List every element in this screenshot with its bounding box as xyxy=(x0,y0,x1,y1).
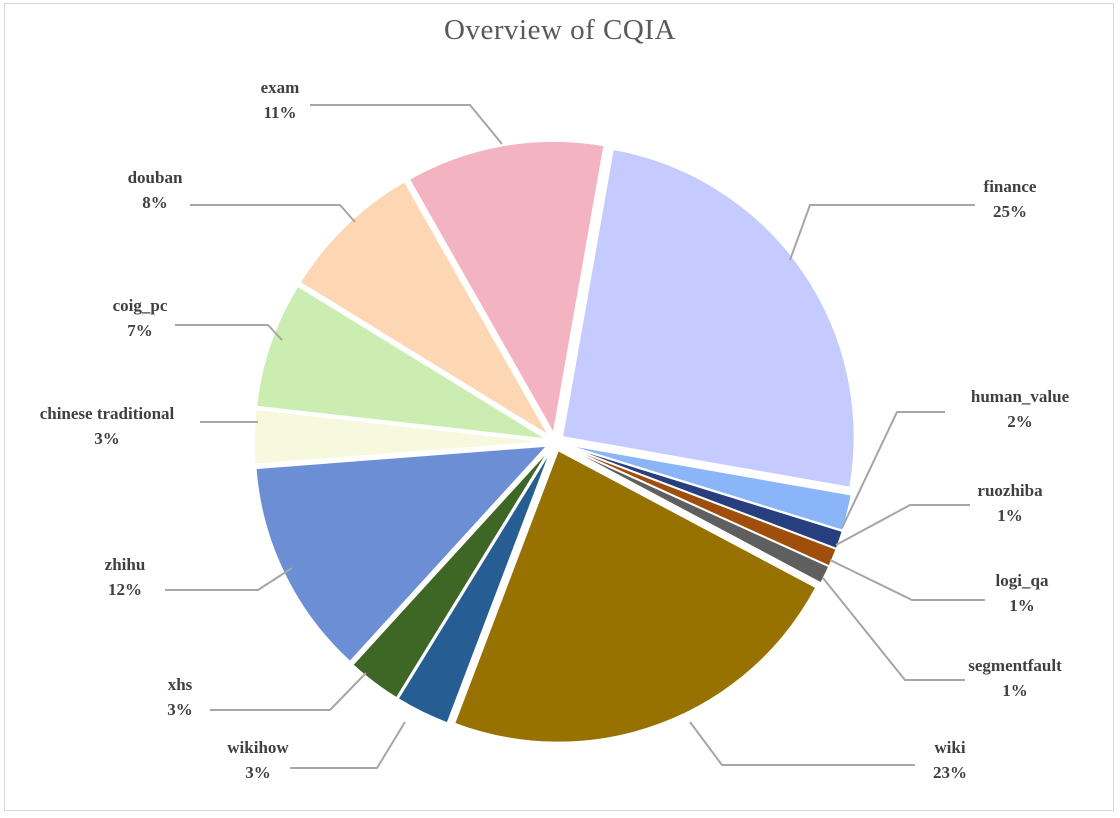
leader-line xyxy=(165,567,293,591)
data-label-percent: 8% xyxy=(142,193,168,212)
pie-slice-wiki xyxy=(453,449,818,744)
data-label-percent: 3% xyxy=(245,763,271,782)
chart-title: Overview of CQIA xyxy=(444,14,676,46)
leader-line xyxy=(290,721,406,769)
data-label-percent: 1% xyxy=(1002,681,1028,700)
pie-slice-finance xyxy=(561,148,856,489)
data-label-name: ruozhiba xyxy=(977,481,1043,500)
data-label-percent: 1% xyxy=(997,506,1023,525)
data-label-name: logi_qa xyxy=(996,571,1049,590)
data-label-name: wikihow xyxy=(227,738,289,757)
data-label-name: zhihu xyxy=(105,555,146,574)
leader-line xyxy=(789,204,975,261)
data-label-percent: 12% xyxy=(108,580,142,599)
data-label-name: wiki xyxy=(934,738,965,757)
leader-line xyxy=(175,324,283,341)
data-label-percent: 25% xyxy=(993,202,1027,221)
leader-line xyxy=(829,559,985,601)
leader-line xyxy=(210,672,367,711)
pie-slice-human-value xyxy=(563,443,853,532)
pie-slice-wikihow xyxy=(396,449,552,725)
data-label-name: chinese traditional xyxy=(40,404,175,423)
data-label-percent: 11% xyxy=(263,103,296,122)
data-label-percent: 3% xyxy=(94,429,120,448)
leader-line xyxy=(822,577,965,681)
leader-line xyxy=(190,204,356,223)
leader-line xyxy=(689,721,915,766)
pie-slice-coig-pc xyxy=(255,285,547,440)
data-label-percent: 23% xyxy=(933,763,967,782)
pie-slice-xhs xyxy=(351,448,551,699)
pie-slice-segmentfault xyxy=(562,445,830,585)
pie-slice-douban xyxy=(299,180,550,437)
data-label-name: segmentfault xyxy=(968,656,1062,675)
data-label-name: douban xyxy=(128,168,183,187)
data-label-name: finance xyxy=(984,177,1037,196)
leader-line xyxy=(835,504,970,546)
data-label-name: coig_pc xyxy=(113,296,168,315)
data-label-percent: 7% xyxy=(127,321,153,340)
data-label-name: human_value xyxy=(971,387,1070,406)
data-label-percent: 2% xyxy=(1007,412,1033,431)
data-label-percent: 1% xyxy=(1009,596,1035,615)
leader-line xyxy=(310,104,503,145)
data-label-name: xhs xyxy=(168,675,193,694)
data-label-name: exam xyxy=(261,78,300,97)
leader-line xyxy=(841,411,945,529)
pie-slice-chinese-traditional xyxy=(253,408,547,466)
chart-frame xyxy=(4,3,1114,811)
pie-slice-exam xyxy=(408,140,606,436)
data-label-percent: 3% xyxy=(167,700,193,719)
